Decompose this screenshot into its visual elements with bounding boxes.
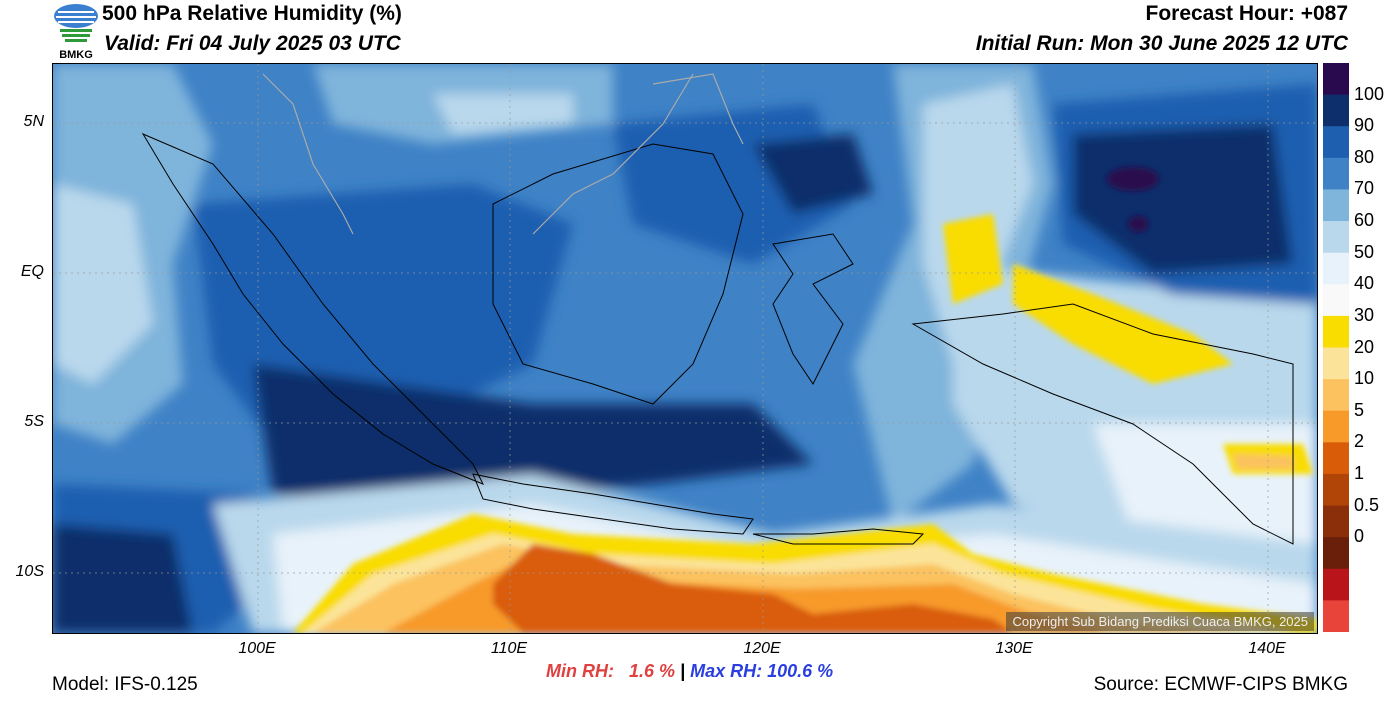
colorbar-swatch [1323, 379, 1349, 412]
initial-run: Initial Run: Mon 30 June 2025 12 UTC [975, 32, 1348, 55]
colorbar-swatch [1323, 505, 1349, 538]
lat-label-5n: 5N [23, 113, 44, 130]
lon-label-100e: 100E [238, 640, 276, 657]
forecast-hour: Forecast Hour: +087 [1145, 2, 1349, 25]
colorbar-label: 1 [1354, 462, 1365, 483]
colorbar-swatch [1323, 94, 1349, 127]
colorbar-swatch [1323, 126, 1349, 159]
svg-text:BMKG: BMKG [59, 49, 93, 60]
lon-label-130e: 130E [995, 640, 1033, 657]
map-title: 500 hPa Relative Humidity (%) [102, 2, 402, 25]
colorbar-swatch [1323, 537, 1349, 570]
colorbar-label: 60 [1354, 210, 1375, 231]
lon-label-140e: 140E [1248, 640, 1286, 657]
lat-label-5s: 5S [24, 413, 44, 430]
colorbar-label: 0 [1354, 526, 1365, 547]
colorbar-swatch [1323, 157, 1349, 190]
colorbar-swatch [1323, 473, 1349, 507]
colorbar-label: 0.5 [1354, 494, 1380, 515]
colorbar-swatch [1323, 442, 1349, 475]
colorbar-swatch [1323, 568, 1349, 601]
bmkg-logo-icon: BMKG [52, 2, 100, 61]
rh-stats: Min RH: 1.6 % | Max RH: 100.6 % [546, 661, 833, 682]
colorbar-label: 20 [1354, 336, 1375, 357]
colorbar-swatch [1323, 221, 1349, 254]
model-label: Model: IFS-0.125 [52, 674, 198, 695]
colorbar-label: 10 [1354, 368, 1375, 389]
colorbar-swatch [1323, 189, 1349, 222]
colorbar [1323, 63, 1349, 633]
colorbar-label: 70 [1354, 178, 1375, 199]
colorbar-label: 90 [1354, 115, 1375, 136]
max-rh: Max RH: 100.6 % [690, 661, 834, 681]
humidity-map [52, 63, 1318, 634]
source-label: Source: ECMWF-CIPS BMKG [1093, 674, 1348, 695]
lat-label-eq: EQ [20, 263, 44, 280]
colorbar-label: 30 [1354, 304, 1375, 325]
lon-label-110e: 110E [490, 640, 528, 657]
valid-time: Valid: Fri 04 July 2025 03 UTC [104, 32, 401, 55]
lat-label-10s: 10S [15, 563, 44, 580]
stats-separator: | [680, 661, 686, 681]
colorbar-label: 2 [1354, 431, 1365, 452]
colorbar-label: 5 [1354, 399, 1365, 420]
lon-label-120e: 120E [743, 640, 781, 657]
colorbar-swatch [1323, 315, 1349, 348]
colorbar-swatch [1323, 63, 1349, 96]
colorbar-label: 40 [1354, 273, 1375, 294]
copyright-note: Copyright Sub Bidang Prediksi Cuaca BMKG… [1006, 612, 1314, 631]
colorbar-label: 100 [1354, 83, 1385, 104]
min-rh: Min RH: 1.6 % [546, 661, 676, 681]
colorbar-label: 80 [1354, 146, 1375, 167]
colorbar-label: 50 [1354, 241, 1375, 262]
colorbar-swatch [1323, 252, 1349, 285]
colorbar-swatch [1323, 347, 1349, 380]
colorbar-swatch [1323, 284, 1349, 317]
colorbar-swatch [1323, 600, 1349, 633]
colorbar-swatch [1323, 410, 1349, 443]
